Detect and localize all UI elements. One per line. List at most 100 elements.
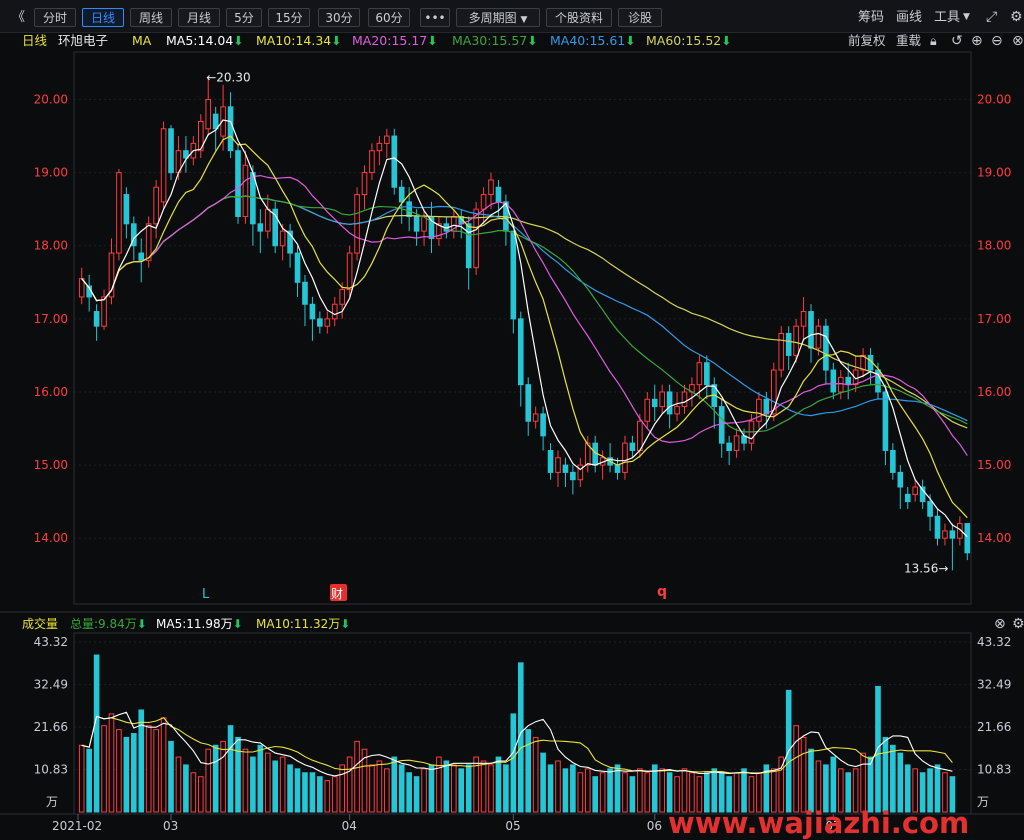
- lock-icon[interactable]: 🔒︎: [930, 33, 937, 48]
- volume-bar: [599, 772, 606, 813]
- volume-bar: [696, 776, 703, 813]
- volume-bar: [845, 772, 852, 813]
- candle-body: [153, 186, 159, 225]
- candle-body: [949, 530, 956, 539]
- candle-body: [532, 413, 539, 422]
- volume-bar: [272, 760, 279, 813]
- volume-bar: [763, 764, 770, 813]
- volume-bar: [495, 756, 502, 813]
- volume-ma5-line: [81, 711, 953, 777]
- volume-bar: [503, 764, 509, 813]
- volume-settings-icon[interactable]: ⚙: [1012, 616, 1024, 632]
- diagnose-button[interactable]: 诊股: [618, 8, 662, 27]
- price-tick-right: 20.00: [977, 93, 1011, 107]
- tab-15min[interactable]: 15分: [268, 8, 310, 27]
- tab-60min[interactable]: 60分: [368, 8, 410, 27]
- zoom-in-icon[interactable]: ⊕: [971, 33, 983, 49]
- ma-label: MA: [132, 33, 152, 48]
- volume-bar: [145, 725, 152, 813]
- volume-bar: [302, 772, 308, 813]
- volume-tick-left: 21.66: [34, 720, 68, 734]
- candle-body: [272, 208, 279, 247]
- volume-axis: 43.32 43.32 32.49 32.49 21.66 21.66 10.83 10.83…: [34, 635, 1012, 809]
- volume-bar: [637, 768, 643, 813]
- volume-bar: [897, 752, 904, 813]
- volume-tick-left: 43.32: [34, 635, 68, 649]
- chart-frame: [0, 51, 1024, 815]
- volume-bar: [398, 764, 405, 813]
- fullscreen-icon[interactable]: ⤢: [986, 9, 998, 25]
- arrow-down-icon: ⬇: [331, 33, 342, 48]
- volume-bar: [406, 772, 412, 813]
- price-panel-border: [73, 51, 972, 605]
- candle-body: [800, 311, 807, 327]
- candle-body: [406, 201, 412, 218]
- candle-body: [488, 179, 494, 196]
- volume-bar: [131, 733, 137, 813]
- volume-close-icon[interactable]: ⊗: [994, 616, 1006, 632]
- price-axis: 20.00 20.00 19.00 19.00 18.00 18.00 17.00 17.00…: [34, 93, 1012, 546]
- tab-weekly[interactable]: 周线: [130, 8, 172, 27]
- candle-body: [562, 464, 569, 473]
- tab-monthly[interactable]: 月线: [178, 8, 220, 27]
- high-label: ←20.30: [206, 71, 250, 85]
- tools-chevron-icon[interactable]: ▼: [963, 12, 970, 22]
- settings-icon[interactable]: ⚙: [1010, 9, 1023, 25]
- undo-icon[interactable]: ↺: [951, 33, 963, 49]
- candle-body: [436, 223, 442, 239]
- tab-5min[interactable]: 5分: [226, 8, 262, 27]
- volume-bar: [488, 764, 494, 813]
- marker-finance: 财: [331, 587, 343, 601]
- candle-body: [212, 113, 219, 130]
- more-button[interactable]: •••: [420, 8, 450, 27]
- volume-bar: [101, 725, 107, 813]
- candle-body: [108, 252, 115, 298]
- volume-bar: [153, 729, 159, 813]
- tab-daily[interactable]: 日线: [82, 8, 124, 27]
- collapse-icon[interactable]: 《: [12, 10, 26, 25]
- candle-body: [681, 391, 688, 408]
- date-label: 05: [505, 819, 520, 833]
- candles: [78, 77, 971, 571]
- fq-button[interactable]: 前复权: [848, 33, 886, 48]
- date-label: 04: [342, 819, 357, 833]
- volume-bar: [346, 756, 353, 813]
- candle-body: [644, 398, 651, 422]
- low-label: 13.56→: [904, 561, 948, 575]
- volume-tick-right: 21.66: [977, 720, 1011, 734]
- candle-body: [131, 223, 137, 247]
- volume-bar: [369, 764, 375, 813]
- volume-bar: [279, 756, 286, 813]
- chips-button[interactable]: 筹码: [858, 10, 885, 25]
- candle-body: [257, 223, 264, 232]
- volume-bar: [607, 768, 613, 813]
- tools-button[interactable]: 工具: [934, 10, 961, 25]
- candle-body: [197, 120, 204, 152]
- reload-button[interactable]: 重载: [896, 33, 922, 48]
- candle-body: [584, 442, 591, 466]
- volume-tick-right: 32.49: [977, 678, 1011, 692]
- price-tick-left: 16.00: [34, 385, 68, 399]
- arrow-down-icon: ⬇: [136, 617, 147, 631]
- candle-body: [324, 318, 331, 327]
- candle-body: [413, 216, 420, 232]
- stock-info-button[interactable]: 个股资料: [546, 8, 612, 27]
- candle-body: [242, 164, 249, 218]
- date-label: 06: [647, 819, 662, 833]
- ma-lines: [81, 119, 968, 538]
- tab-30min[interactable]: 30分: [318, 8, 360, 27]
- draw-line-button[interactable]: 画线: [896, 10, 923, 25]
- candle-body: [570, 471, 576, 481]
- volume-tick-left: 32.49: [34, 678, 68, 692]
- price-tick-right: 19.00: [977, 166, 1011, 180]
- volume-bar: [852, 768, 859, 813]
- volume-bar: [242, 748, 249, 813]
- close-icon[interactable]: ⊗: [1012, 33, 1024, 49]
- multi-period-dropdown[interactable]: 多周期图 ▼: [456, 8, 540, 27]
- zoom-out-icon[interactable]: ⊖: [991, 33, 1003, 49]
- tab-fenshi[interactable]: 分时: [34, 8, 76, 27]
- ma5-line: [81, 119, 968, 538]
- volume-bar: [264, 752, 271, 813]
- volume-bar: [622, 772, 628, 813]
